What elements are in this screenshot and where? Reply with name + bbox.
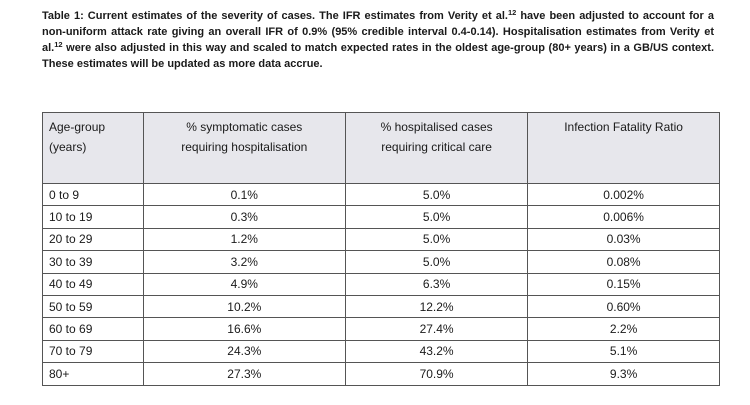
table-row: 80+ 27.3% 70.9% 9.3%	[42, 362, 720, 386]
table-row: 10 to 19 0.3% 5.0% 0.006%	[42, 205, 720, 229]
value-cell: 0.03%	[527, 227, 720, 252]
header-text: % hospitalised cases	[380, 120, 493, 134]
header-text: Infection Fatality Ratio	[564, 120, 683, 134]
header-cell: % symptomatic cases requiring hospitalisa…	[142, 112, 347, 184]
header-cell: % hospitalised cases requiring critical c…	[345, 112, 529, 184]
reference: 12	[507, 8, 517, 17]
value-cell: 5.0%	[345, 227, 529, 252]
value-cell: 0.002%	[527, 182, 720, 207]
age-cell: 10 to 19	[42, 205, 144, 229]
table-row: 50 to 59 10.2% 12.2% 0.60%	[42, 294, 720, 319]
value-cell: 12.2%	[345, 294, 529, 319]
value-cell: 9.3%	[527, 362, 720, 386]
table-row: 30 to 39 3.2% 5.0% 0.08%	[42, 250, 720, 274]
caption-text: were also adjusted in this way and scale…	[42, 42, 714, 70]
table-row: 70 to 79 24.3% 43.2% 5.1%	[42, 339, 720, 364]
table-body: 0 to 9 0.1% 5.0% 0.002% 10 to 19 0.3% 5.0% 0.00…	[42, 182, 720, 386]
table-row: 60 to 69 16.6% 27.4% 2.2%	[42, 317, 720, 341]
age-cell: 80+	[42, 362, 144, 386]
age-cell: 0 to 9	[42, 182, 144, 207]
value-cell: 5.0%	[345, 182, 529, 207]
table-row: 40 to 49 4.9% 6.3% 0.15%	[42, 272, 720, 296]
value-cell: 2.2%	[527, 317, 720, 341]
age-cell: 20 to 29	[42, 227, 144, 252]
header-text: requiring hospitalisation	[181, 140, 308, 154]
value-cell: 43.2%	[345, 339, 529, 364]
table-row: 20 to 29 1.2% 5.0% 0.03%	[42, 227, 720, 252]
header-text: (years)	[49, 140, 87, 154]
value-cell: 16.6%	[142, 317, 347, 341]
value-cell: 5.1%	[527, 339, 720, 364]
value-cell: 0.08%	[527, 250, 720, 274]
value-cell: 27.3%	[142, 362, 347, 386]
value-cell: 0.60%	[527, 294, 720, 319]
header-row: Age-group (years) % symptomatic cases requi…	[42, 112, 720, 184]
table-row: 0 to 9 0.1% 5.0% 0.002%	[42, 182, 720, 207]
table-caption: Table 1: Current estimates of the severi…	[42, 8, 714, 72]
value-cell: 0.3%	[142, 205, 347, 229]
value-cell: 4.9%	[142, 272, 347, 296]
age-cell: 50 to 59	[42, 294, 144, 319]
value-cell: 0.006%	[527, 205, 720, 229]
reference: 12	[54, 40, 63, 49]
value-cell: 10.2%	[142, 294, 347, 319]
header-text: Age-group	[49, 120, 106, 134]
value-cell: 24.3%	[142, 339, 347, 364]
caption-text: Table 1: Current estimates of the severi…	[42, 10, 508, 22]
value-cell: 1.2%	[142, 227, 347, 252]
header-cell: Infection Fatality Ratio	[527, 112, 720, 184]
caption-text: have been adjusted to account for a non-…	[42, 10, 714, 54]
header-cell: Age-group (years)	[42, 112, 144, 184]
age-cell: 70 to 79	[42, 339, 144, 364]
header-text: % symptomatic cases	[186, 120, 303, 134]
value-cell: 0.1%	[142, 182, 347, 207]
value-cell: 5.0%	[345, 250, 529, 274]
header-text: requiring critical care	[381, 140, 492, 154]
age-cell: 60 to 69	[42, 317, 144, 341]
value-cell: 27.4%	[345, 317, 529, 341]
severity-table: Age-group (years) % symptomatic cases requi…	[42, 112, 720, 386]
age-cell: 40 to 49	[42, 272, 144, 296]
value-cell: 0.15%	[527, 272, 720, 296]
value-cell: 6.3%	[345, 272, 529, 296]
value-cell: 70.9%	[345, 362, 529, 386]
value-cell: 5.0%	[345, 205, 529, 229]
age-cell: 30 to 39	[42, 250, 144, 274]
value-cell: 3.2%	[142, 250, 347, 274]
